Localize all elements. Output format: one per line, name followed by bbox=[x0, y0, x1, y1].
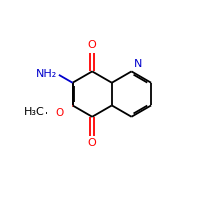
Text: NH₂: NH₂ bbox=[36, 69, 57, 79]
Text: O: O bbox=[56, 108, 64, 118]
Text: O: O bbox=[88, 40, 97, 50]
Text: O: O bbox=[88, 138, 97, 148]
Text: H₃C: H₃C bbox=[24, 107, 44, 117]
Text: N: N bbox=[134, 59, 142, 69]
